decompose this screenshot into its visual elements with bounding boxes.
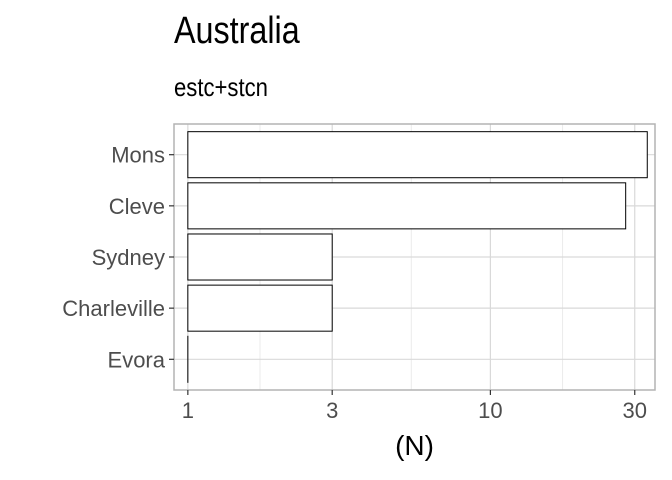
y-tick-label: Mons <box>111 143 165 168</box>
x-axis-title: (N) <box>395 430 434 461</box>
chart-subtitle: estc+stcn <box>174 72 268 102</box>
y-tick-labels: Mons Cleve Sydney Charleville Evora <box>62 143 165 373</box>
bar-mons <box>187 131 648 179</box>
axis-ticks <box>169 154 636 395</box>
bar-charleville <box>187 284 333 332</box>
chart-title: Australia <box>174 10 300 52</box>
x-tick-label: 1 <box>182 398 194 423</box>
x-tick-label: 3 <box>326 398 338 423</box>
x-tick-labels: 1 3 10 30 <box>182 398 647 423</box>
bars <box>187 131 648 383</box>
y-tick-label: Charleville <box>62 296 165 321</box>
bar-sydney <box>187 233 333 281</box>
x-tick-label: 10 <box>478 398 502 423</box>
x-tick-label: 30 <box>623 398 647 423</box>
bar-cleve <box>187 182 627 230</box>
y-tick-label: Cleve <box>109 194 165 219</box>
y-tick-label: Evora <box>108 347 166 372</box>
y-tick-label: Sydney <box>92 245 165 270</box>
